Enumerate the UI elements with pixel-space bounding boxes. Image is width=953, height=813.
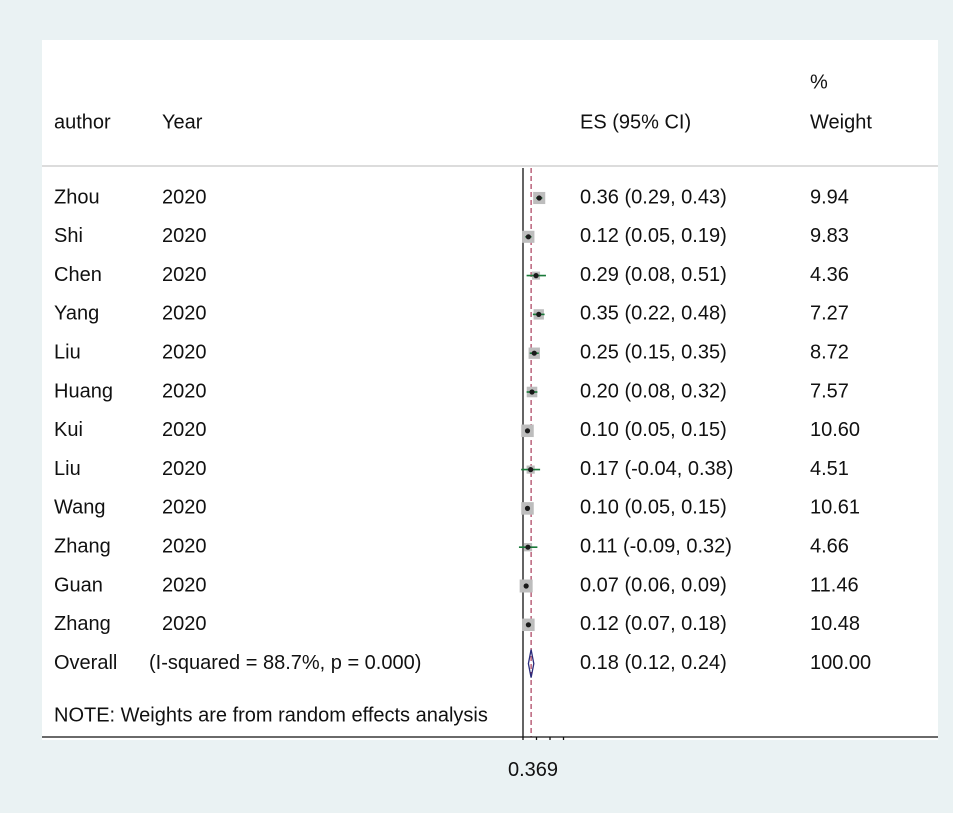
study-point [536,311,542,317]
overall-weight: 100.00 [810,652,871,674]
study-year: 2020 [162,419,207,441]
study-point [529,389,535,395]
study-author: Wang [54,497,106,519]
study-point [536,195,542,201]
study-point [533,273,539,279]
study-point [525,544,531,550]
study-point [525,234,531,240]
header-weight-percent: % [810,71,828,93]
study-author: Kui [54,419,83,441]
header-es: ES (95% CI) [580,111,691,133]
study-es-label: 0.20 (0.08, 0.32) [580,380,727,402]
study-author: Liu [54,458,81,480]
forest-plot-panel: author Year ES (95% CI)% Weight Zhou 2020 0.36… [42,40,938,740]
study-year: 2020 [162,186,207,208]
study-es-label: 0.10 (0.05, 0.15) [580,419,727,441]
study-weight: 10.48 [810,613,860,635]
study-point [528,467,534,473]
study-author: Chen [54,264,102,286]
study-weight: 4.66 [810,535,849,557]
overall-stats: (I-squared = 88.7%, p = 0.000) [149,652,421,674]
study-weight: 10.60 [810,419,860,441]
study-es-label: 0.25 (0.15, 0.35) [580,341,727,363]
study-point [531,350,537,356]
study-es-label: 0.11 (-0.09, 0.32) [580,535,732,557]
study-point [524,505,531,511]
overall-label: Overall [54,652,117,674]
study-es-label: 0.12 (0.05, 0.19) [580,225,727,247]
study-weight: 10.61 [810,497,860,519]
overall-diamond [527,649,535,678]
study-author: Zhou [54,186,100,208]
study-author: Shi [54,225,83,247]
study-year: 2020 [162,225,207,247]
study-weight: 4.51 [810,458,849,480]
study-author: Liu [54,341,81,363]
study-es-label: 0.10 (0.05, 0.15) [580,497,727,519]
study-year: 2020 [162,574,207,596]
study-author: Guan [54,574,103,596]
study-es-label: 0.35 (0.22, 0.48) [580,303,727,325]
study-point [524,428,531,434]
study-author: Huang [54,380,113,402]
study-es-label: 0.17 (-0.04, 0.38) [580,458,733,480]
study-year: 2020 [162,613,207,635]
study-weight: 9.83 [810,225,849,247]
study-weight: 4.36 [810,264,849,286]
forest-plot: author Year ES (95% CI)% Weight Zhou 2020 0.36… [42,71,938,740]
x-axis-tick-labels: 0.369 [508,759,559,781]
study-author: Zhang [54,535,111,557]
study-es-label: 0.12 (0.07, 0.18) [580,613,727,635]
study-author: Yang [54,303,99,325]
note-text: NOTE: Weights are from random effects an… [54,704,488,726]
study-weight: 8.72 [810,341,849,363]
header-year: Year [162,111,203,133]
study-point [523,583,529,589]
study-year: 2020 [162,497,207,519]
study-weight: 9.94 [810,186,849,208]
header-author: author [54,111,111,133]
overall-es-label: 0.18 (0.12, 0.24) [580,652,727,674]
study-year: 2020 [162,264,207,286]
study-es-label: 0.29 (0.08, 0.51) [580,264,727,286]
study-year: 2020 [162,341,207,363]
study-weight: 7.27 [810,303,849,325]
study-year: 2020 [162,458,207,480]
study-weight: 7.57 [810,380,849,402]
header-weight: Weight [810,111,872,133]
study-year: 2020 [162,380,207,402]
study-point [525,622,531,628]
study-author: Zhang [54,613,111,635]
study-es-label: 0.36 (0.29, 0.43) [580,186,727,208]
study-year: 2020 [162,303,207,325]
study-weight: 11.46 [810,574,859,596]
study-year: 2020 [162,535,207,557]
study-es-label: 0.07 (0.06, 0.09) [580,574,727,596]
